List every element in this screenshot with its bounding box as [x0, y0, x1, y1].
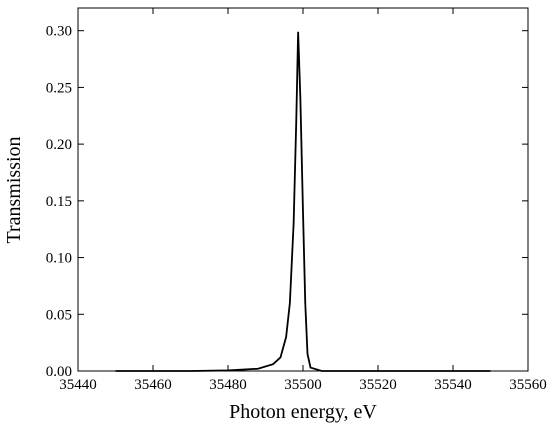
x-tick-label: 35500: [284, 377, 322, 393]
y-tick-label: 0.20: [46, 137, 72, 153]
x-tick-label: 35460: [134, 377, 172, 393]
x-tick-label: 35540: [434, 377, 472, 393]
x-axis-label: Photon energy, eV: [229, 401, 377, 423]
y-tick-label: 0.00: [46, 364, 72, 380]
y-tick-label: 0.05: [46, 307, 72, 323]
x-tick-label: 35440: [59, 377, 97, 393]
y-axis-label: Transmission: [3, 136, 25, 243]
y-tick-label: 0.15: [46, 194, 72, 210]
x-tick-label: 35520: [359, 377, 397, 393]
y-tick-label: 0.25: [46, 80, 72, 96]
x-tick-label: 35560: [509, 377, 547, 393]
x-tick-label: 35480: [209, 377, 247, 393]
data-line: [115, 31, 491, 372]
y-tick-label: 0.10: [46, 251, 72, 267]
y-tick-label: 0.30: [46, 24, 72, 40]
